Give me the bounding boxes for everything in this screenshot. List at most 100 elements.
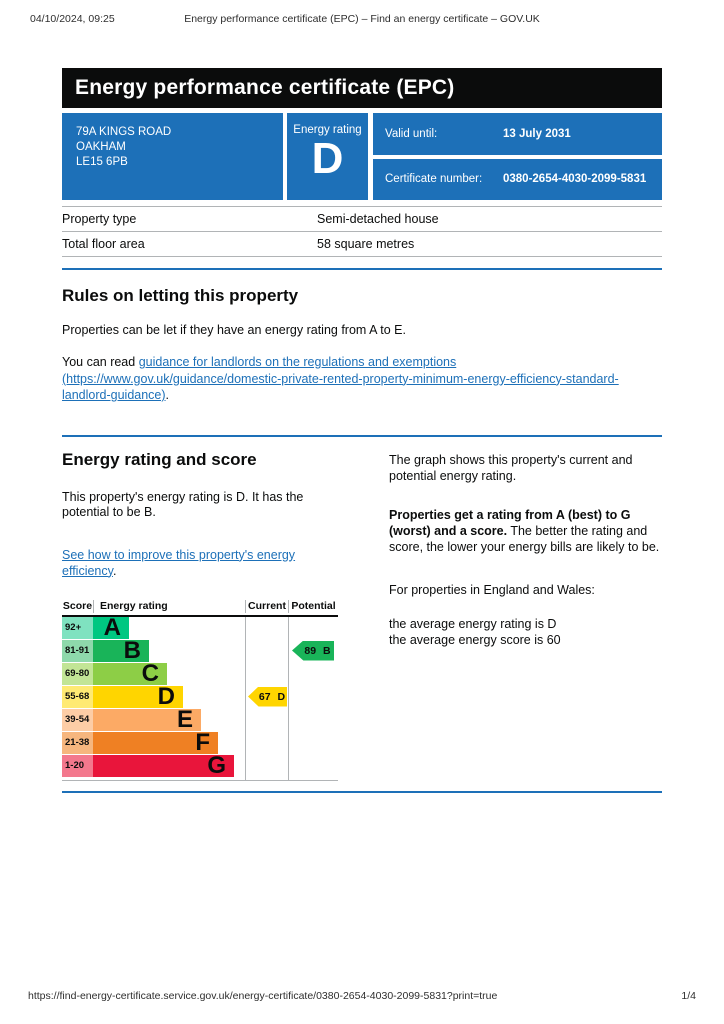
rating-intro: This property's energy rating is D. It h… bbox=[62, 489, 304, 520]
epc-chart-header: Score Energy rating Current Potential bbox=[62, 599, 338, 617]
rating-right-column: The graph shows this property's current … bbox=[389, 450, 662, 781]
current-band: D bbox=[277, 690, 286, 703]
chart-column-divider bbox=[245, 616, 246, 780]
valid-until-value: 13 July 2031 bbox=[503, 127, 571, 140]
chart-header-energy-rating: Energy rating bbox=[93, 599, 245, 613]
print-footer-url: https://find-energy-certificate.service.… bbox=[28, 990, 498, 1002]
section-divider bbox=[62, 790, 662, 793]
print-page-indicator: 1/4 bbox=[681, 990, 696, 1002]
epc-band-rows: 92+ A 81-91 B 69-80 C 55-68 D 39-54 E 21-38 F 1-20 G bbox=[62, 615, 338, 777]
epc-chart-body: 92+ A 81-91 B 69-80 C 55-68 D 39-54 E 21-38 F 1-20 G … bbox=[62, 615, 338, 781]
potential-rating-arrow: 89 B bbox=[292, 640, 334, 661]
band-bar-a: A bbox=[93, 615, 129, 639]
chart-header-current: Current bbox=[245, 599, 288, 613]
property-details-table: Property type Semi-detached house Total … bbox=[62, 206, 662, 257]
certificate-content: Energy performance certificate (EPC) 79A… bbox=[62, 68, 662, 793]
certificate-number-label: Certificate number: bbox=[385, 173, 483, 186]
epc-band-row-a: 92+ A bbox=[62, 615, 338, 639]
property-address-box: 79A KINGS ROAD OAKHAM LE15 6PB bbox=[62, 113, 283, 200]
certificate-number-value: 0380-2654-4030-2099-5831 bbox=[503, 173, 647, 186]
epc-rating-chart: Score Energy rating Current Potential 92… bbox=[62, 599, 338, 781]
band-bar-cell: C bbox=[93, 661, 338, 685]
band-bar-b: B bbox=[93, 638, 149, 662]
rules-link-paragraph: You can read guidance for landlords on t… bbox=[62, 354, 662, 404]
score-range-d: 55-68 bbox=[62, 685, 93, 708]
floor-area-label: Total floor area bbox=[62, 237, 145, 251]
section-divider bbox=[62, 268, 662, 270]
rating-left-column: Energy rating and score This property's … bbox=[62, 450, 342, 781]
average-score-line: the average energy score is 60 bbox=[389, 632, 561, 647]
improve-link-suffix: . bbox=[112, 563, 117, 578]
rules-link-prefix: You can read bbox=[62, 355, 139, 369]
energy-rating-section: Energy rating and score This property's … bbox=[62, 450, 662, 781]
improve-link-paragraph: See how to improve this property's energ… bbox=[62, 547, 324, 579]
score-range-a: 92+ bbox=[62, 616, 93, 639]
score-range-e: 39-54 bbox=[62, 708, 93, 731]
address-line-2: OAKHAM bbox=[76, 141, 126, 153]
england-wales-intro: For properties in England and Wales: bbox=[389, 582, 595, 597]
rules-heading: Rules on letting this property bbox=[62, 286, 299, 305]
energy-rating-box: Energy rating D bbox=[287, 113, 368, 200]
epc-band-row-b: 81-91 B bbox=[62, 638, 338, 662]
property-type-label: Property type bbox=[62, 212, 137, 226]
potential-band: B bbox=[323, 644, 331, 657]
score-range-f: 21-38 bbox=[62, 731, 93, 754]
section-divider bbox=[62, 434, 662, 437]
band-bar-c: C bbox=[93, 661, 167, 685]
banner-title: Energy performance certificate (EPC) bbox=[75, 76, 455, 99]
score-range-b: 81-91 bbox=[62, 639, 93, 662]
rating-explanation: Properties get a rating from A (best) to… bbox=[389, 507, 662, 555]
average-rating-lines: the average energy rating is D the avera… bbox=[389, 616, 662, 648]
graph-description: The graph shows this property's current … bbox=[389, 452, 633, 483]
epc-band-row-f: 21-38 F bbox=[62, 730, 338, 754]
band-bar-cell: G bbox=[93, 753, 338, 777]
print-header: 04/10/2024, 09:25 Energy performance cer… bbox=[28, 13, 696, 25]
validity-stack: Valid until: 13 July 2031 Certificate nu… bbox=[373, 113, 662, 200]
rating-explanation-bold: Properties get a rating from A (best) to… bbox=[389, 507, 631, 538]
band-bar-g: G bbox=[93, 753, 234, 777]
certificate-number-box: Certificate number: 0380-2654-4030-2099-… bbox=[373, 158, 662, 200]
valid-until-box: Valid until: 13 July 2031 bbox=[373, 113, 662, 155]
band-bar-e: E bbox=[93, 707, 201, 731]
chart-header-score: Score bbox=[62, 599, 93, 612]
landlord-guidance-link[interactable]: guidance for landlords on the regulation… bbox=[62, 355, 619, 402]
potential-score: 89 bbox=[304, 644, 317, 657]
score-range-c: 69-80 bbox=[62, 662, 93, 685]
print-page-title: Energy performance certificate (EPC) – F… bbox=[184, 13, 540, 25]
band-bar-d: D bbox=[93, 684, 183, 708]
current-score: 67 bbox=[258, 690, 271, 703]
epc-band-row-d: 55-68 D bbox=[62, 684, 338, 708]
rating-heading: Energy rating and score bbox=[62, 449, 257, 469]
rules-link-suffix: . bbox=[165, 388, 170, 402]
epc-band-row-e: 39-54 E bbox=[62, 707, 338, 731]
improve-efficiency-link[interactable]: See how to improve this property's energ… bbox=[62, 547, 296, 578]
address-line-3: LE15 6PB bbox=[76, 156, 128, 168]
floor-area-value: 58 square metres bbox=[317, 237, 415, 251]
band-bar-cell: F bbox=[93, 730, 338, 754]
chart-column-divider bbox=[288, 616, 289, 780]
certificate-summary: 79A KINGS ROAD OAKHAM LE15 6PB Energy ra… bbox=[62, 113, 662, 200]
rules-section: Rules on letting this property Propertie… bbox=[62, 286, 662, 404]
band-bar-cell: D bbox=[93, 684, 338, 708]
current-rating-arrow: 67 D bbox=[248, 686, 287, 707]
rating-explanation-rest: The better the rating and score, the low… bbox=[389, 523, 660, 554]
band-bar-cell: A bbox=[93, 615, 338, 639]
average-rating-line: the average energy rating is D bbox=[389, 616, 557, 631]
property-type-value: Semi-detached house bbox=[317, 212, 439, 226]
score-range-g: 1-20 bbox=[62, 754, 93, 777]
table-row: Total floor area 58 square metres bbox=[62, 232, 662, 257]
energy-rating-value: D bbox=[311, 134, 344, 183]
band-bar-f: F bbox=[93, 730, 218, 754]
chart-header-potential: Potential bbox=[288, 599, 338, 613]
certificate-banner: Energy performance certificate (EPC) bbox=[62, 68, 662, 108]
epc-band-row-g: 1-20 G bbox=[62, 753, 338, 777]
address-line-1: 79A KINGS ROAD bbox=[76, 126, 172, 138]
band-bar-cell: E bbox=[93, 707, 338, 731]
print-datetime: 04/10/2024, 09:25 bbox=[30, 13, 115, 25]
epc-band-row-c: 69-80 C bbox=[62, 661, 338, 685]
band-bar-cell: B bbox=[93, 638, 338, 662]
energy-rating-label: Energy rating bbox=[293, 124, 362, 136]
rules-paragraph: Properties can be let if they have an en… bbox=[62, 323, 406, 337]
table-row: Property type Semi-detached house bbox=[62, 206, 662, 232]
